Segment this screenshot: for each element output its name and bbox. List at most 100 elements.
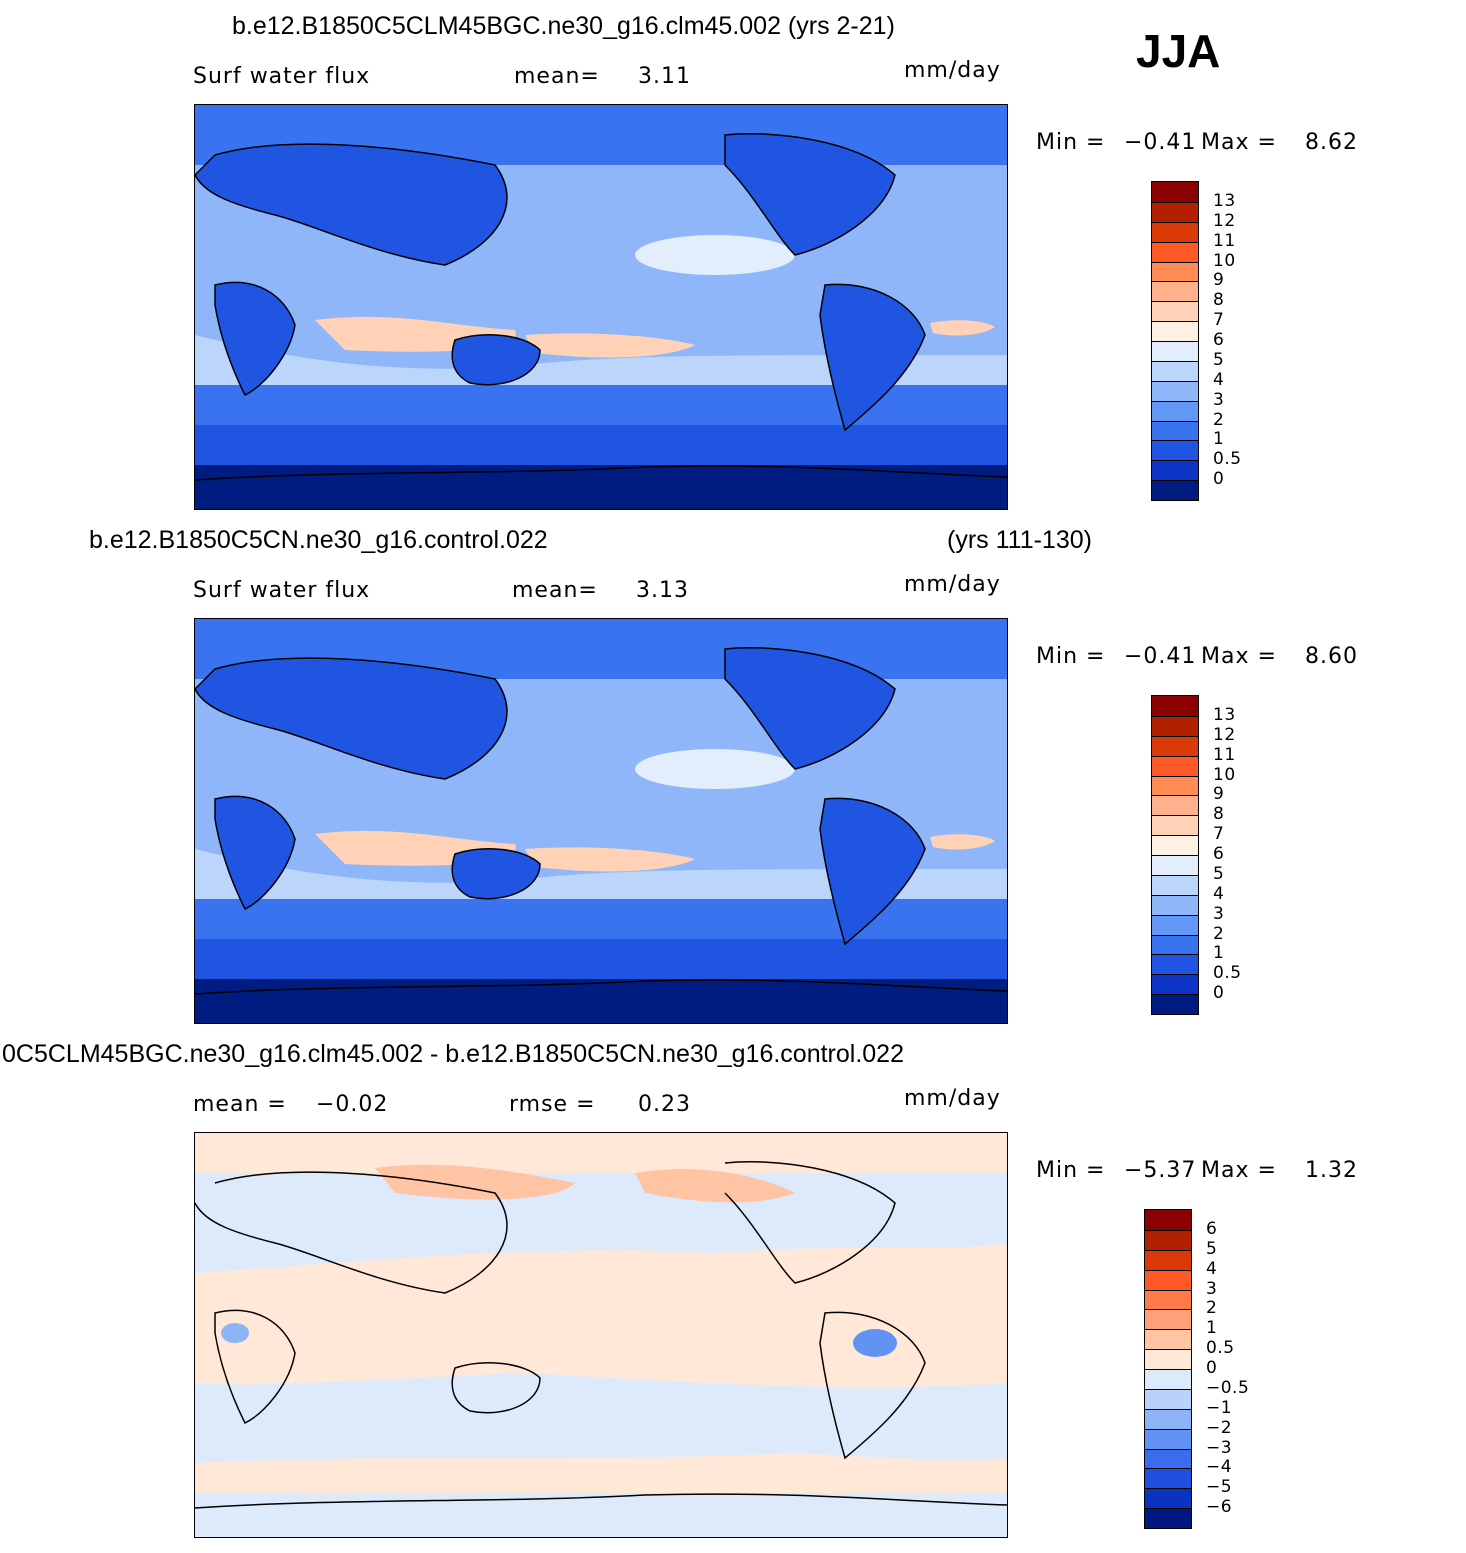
- colorbar-tick-label: 0.5: [1206, 1338, 1235, 1359]
- map-bottom-svg: [195, 1133, 1007, 1537]
- antarctica-coast: [195, 465, 1007, 481]
- colorbar-swatch: [1145, 1349, 1191, 1369]
- colorbar-tick-label: 11: [1213, 744, 1236, 765]
- colorbar-tick-label: 8: [1213, 290, 1225, 311]
- min-value-middle: −0.41: [1124, 644, 1197, 669]
- diff-positive-siberia: [375, 1164, 575, 1200]
- max-label-bottom: Max =: [1201, 1158, 1277, 1183]
- min-value-bottom: −5.37: [1124, 1158, 1197, 1183]
- min-label-bottom: Min =: [1036, 1158, 1106, 1183]
- diff-positive-tropics: [195, 1243, 1007, 1388]
- colorbar-tick-label: 0: [1213, 983, 1225, 1004]
- colorbar-tick-label: 2: [1213, 923, 1225, 944]
- colorbar-tick-label: 0: [1213, 469, 1225, 490]
- colorbar-swatch: [1145, 1488, 1191, 1509]
- colorbar-tick-label: 2: [1206, 1298, 1218, 1319]
- colorbar-tick-label: 5: [1206, 1238, 1218, 1259]
- colorbar-swatch: [1152, 480, 1198, 500]
- season-label: JJA: [1136, 25, 1221, 77]
- min-label-top: Min =: [1036, 130, 1106, 155]
- colorbar-swatch: [1152, 341, 1198, 361]
- antarctic-band: [195, 979, 1007, 1023]
- colorbar-swatch: [1152, 795, 1198, 816]
- antarctica-coast: [195, 1493, 1007, 1509]
- colorbar-tick-label: 2: [1213, 409, 1225, 430]
- colorbar-tick-label: 1: [1206, 1318, 1218, 1339]
- colorbar-swatch: [1152, 281, 1198, 302]
- colorbar-swatch: [1152, 460, 1198, 481]
- colorbar-swatch: [1152, 874, 1198, 895]
- diff-negative-amazon: [853, 1329, 897, 1357]
- colorbar-tick-label: 1: [1213, 429, 1225, 450]
- colorbar-tick-label: 0.5: [1213, 963, 1242, 984]
- colorbar-tick-label: 5: [1213, 349, 1225, 370]
- colorbar-tick-label: −6: [1206, 1497, 1233, 1518]
- map-top-svg: [195, 105, 1007, 509]
- colorbar-swatch: [1152, 221, 1198, 242]
- colorbar-swatch: [1152, 934, 1198, 955]
- colorbar-tick-label: 4: [1213, 369, 1225, 390]
- panel-title-middle: b.e12.B1850C5CN.ne30_g16.control.022: [89, 526, 548, 554]
- australia-coast: [451, 1362, 541, 1414]
- map-middle-svg: [195, 619, 1007, 1023]
- warm-patch-atlantic: [930, 834, 995, 850]
- southern-band-dark: [195, 425, 1007, 465]
- north-america-land: [724, 133, 896, 256]
- eurasia-land: [195, 657, 508, 780]
- antarctica-coast: [195, 979, 1007, 995]
- colorbar-swatch: [1145, 1428, 1191, 1449]
- colorbar-tick-label: −5: [1206, 1477, 1233, 1498]
- colorbar-swatch: [1152, 914, 1198, 935]
- colorbar-top: [1151, 181, 1199, 501]
- colorbar-tick-label: 6: [1213, 844, 1225, 864]
- colorbar-tick-label: −4: [1206, 1457, 1233, 1478]
- colorbar-tick-label: 6: [1213, 330, 1225, 350]
- map-bottom: [194, 1132, 1008, 1538]
- colorbar-tick-label: 9: [1213, 270, 1225, 291]
- mean-value-bottom: −0.02: [316, 1092, 389, 1117]
- colorbar-tick-label: 11: [1213, 230, 1236, 251]
- colorbar-swatch: [1145, 1329, 1191, 1350]
- colorbar-swatch: [1152, 994, 1198, 1014]
- colorbar-tick-label: 9: [1213, 784, 1225, 805]
- south-america-land: [819, 797, 926, 946]
- colorbar-swatch: [1152, 380, 1198, 401]
- colorbar-swatch: [1152, 420, 1198, 441]
- warm-patch-pacific: [525, 847, 695, 872]
- colorbar-tick-label: 12: [1213, 210, 1236, 231]
- mean-label-bottom: mean =: [193, 1092, 287, 1117]
- colorbar-swatch: [1152, 755, 1198, 776]
- colorbar-swatch: [1152, 201, 1198, 222]
- colorbar-tick-label: 12: [1213, 724, 1236, 745]
- rmse-value-bottom: 0.23: [638, 1092, 691, 1117]
- eurasia-land: [195, 143, 508, 266]
- colorbar-bottom: [1144, 1209, 1192, 1529]
- units-label-middle: mm/day: [904, 572, 1001, 597]
- colorbar-swatch: [1145, 1448, 1191, 1469]
- map-top: [194, 104, 1008, 510]
- colorbar-swatch: [1145, 1468, 1191, 1489]
- colorbar-swatch: [1152, 954, 1198, 975]
- africa-land: [214, 795, 296, 911]
- colorbar-swatch: [1152, 241, 1198, 262]
- colorbar-swatch: [1145, 1269, 1191, 1290]
- north-america-coast: [724, 1161, 896, 1284]
- colorbar-swatch: [1152, 855, 1198, 875]
- panel-title-years-middle: (yrs 111-130): [947, 526, 1092, 554]
- colorbar-tick-label: 7: [1213, 824, 1225, 845]
- colorbar-swatch: [1152, 182, 1198, 202]
- colorbar-tick-label: 10: [1213, 250, 1236, 271]
- south-america-coast: [819, 1311, 926, 1460]
- colorbar-swatch: [1152, 815, 1198, 836]
- warm-patch-pacific: [525, 333, 695, 358]
- max-label-top: Max =: [1201, 130, 1277, 155]
- variable-label-middle: Surf water flux: [193, 578, 371, 603]
- colorbar-tick-label: 3: [1206, 1278, 1218, 1299]
- colorbar-tick-label: 4: [1213, 883, 1225, 904]
- colorbar-swatch: [1145, 1309, 1191, 1330]
- colorbar-swatch: [1145, 1388, 1191, 1409]
- diff-positive-south: [195, 1453, 1007, 1493]
- colorbar-tick-label: −3: [1206, 1437, 1233, 1458]
- australia-land: [451, 848, 541, 900]
- colorbar-swatch: [1145, 1210, 1191, 1230]
